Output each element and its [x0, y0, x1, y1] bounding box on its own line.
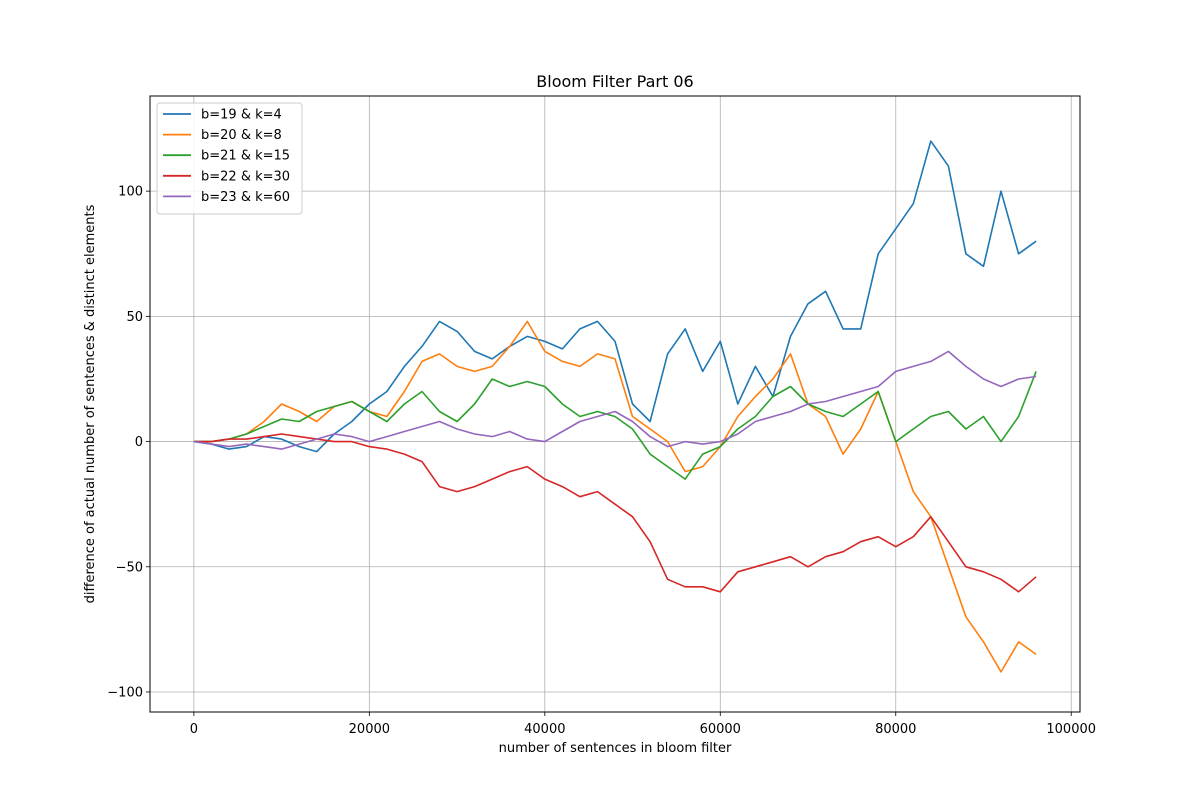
legend-label: b=20 & k=8 — [201, 128, 282, 143]
legend-label: b=21 & k=15 — [201, 149, 290, 164]
legend-label: b=19 & k=4 — [201, 108, 282, 123]
chart-title: Bloom Filter Part 06 — [536, 72, 693, 91]
y-tick-label: −100 — [107, 685, 143, 700]
y-tick-label: 50 — [126, 310, 143, 325]
legend-label: b=23 & k=60 — [201, 190, 290, 205]
y-tick-label: 0 — [135, 435, 143, 450]
series-line-b-21-k-15 — [193, 371, 1037, 480]
x-axis-label: number of sentences in bloom filter — [499, 741, 732, 756]
x-tick-label: 80000 — [875, 722, 916, 737]
y-tick-label: −50 — [116, 560, 143, 575]
x-tick-label: 100000 — [1046, 722, 1096, 737]
y-axis: −100 −50 0 50 100 — [107, 185, 150, 700]
series-group — [193, 140, 1037, 673]
legend: b=19 & k=4 b=20 & k=8 b=21 & k=15 b=22 & k=… — [156, 102, 303, 215]
x-axis: 0 20000 40000 60000 80000 100000 — [190, 712, 1096, 737]
y-tick-label: 100 — [118, 185, 143, 200]
series-line-b-22-k-30 — [193, 433, 1037, 593]
x-tick-label: 40000 — [524, 722, 565, 737]
x-tick-label: 60000 — [700, 722, 741, 737]
legend-label: b=22 & k=30 — [201, 169, 290, 184]
x-tick-label: 0 — [190, 722, 198, 737]
legend-box — [156, 102, 303, 215]
series-line-b-23-k-60 — [193, 350, 1037, 450]
plot-frame — [149, 95, 1081, 713]
y-axis-label: difference of actual number of sentences… — [83, 204, 98, 603]
x-tick-label: 20000 — [349, 722, 390, 737]
